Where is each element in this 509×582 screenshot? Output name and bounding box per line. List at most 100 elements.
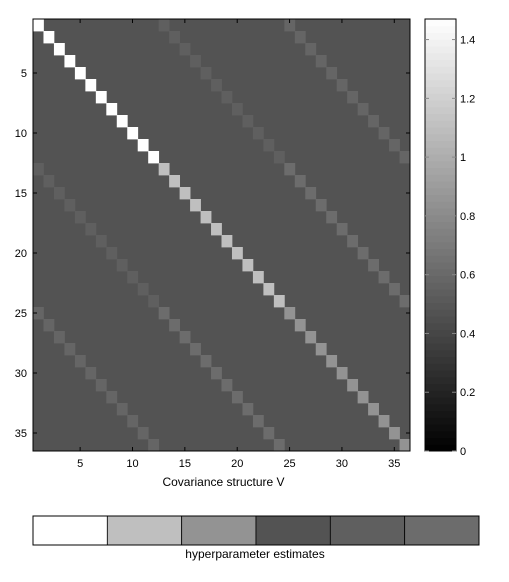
- diagonal-cell: [315, 343, 327, 356]
- band-cell: [357, 247, 369, 260]
- hyperparameter-cell: [106, 515, 183, 546]
- colorbar-step: [425, 289, 456, 297]
- diagonal-cell: [85, 79, 97, 92]
- colorbar-step: [425, 160, 456, 168]
- colorbar-step: [425, 93, 456, 101]
- colorbar-step: [425, 430, 456, 438]
- colorbar-step: [425, 376, 456, 384]
- band-cell: [64, 199, 76, 212]
- diagonal-cell: [169, 175, 181, 188]
- diagonal-cell: [263, 283, 275, 296]
- band-cell: [106, 391, 118, 404]
- band-cell: [221, 379, 233, 392]
- colorbar-step: [425, 275, 456, 283]
- x-tick-label: 30: [336, 458, 348, 470]
- colorbar-tick-label: 0.6: [460, 270, 475, 282]
- colorbar: [425, 19, 456, 452]
- diagonal-cell: [294, 319, 306, 332]
- diagonal-cell: [221, 235, 233, 248]
- colorbar-tick-label: 0.8: [460, 211, 475, 223]
- colorbar-step: [425, 221, 456, 229]
- colorbar-step: [425, 140, 456, 148]
- band-cell: [53, 187, 65, 200]
- band-cell: [116, 403, 128, 416]
- band-cell: [64, 343, 76, 356]
- x-tick-label: 20: [231, 458, 243, 470]
- colorbar-tick-label: 0.4: [460, 328, 475, 340]
- band-cell: [315, 55, 327, 68]
- diagonal-cell: [368, 403, 379, 416]
- diagonal-cell: [179, 187, 191, 200]
- diagonal-cell: [74, 67, 86, 80]
- band-cell: [211, 367, 222, 380]
- colorbar-step: [425, 255, 456, 263]
- band-cell: [242, 115, 254, 128]
- colorbar-step: [425, 336, 456, 344]
- colorbar-step: [425, 106, 456, 114]
- diagonal-cell: [252, 271, 264, 284]
- band-cell: [74, 211, 86, 224]
- hyperparameter-cell: [32, 515, 108, 546]
- colorbar-step: [425, 370, 456, 378]
- diagonal-cell: [357, 391, 369, 404]
- band-cell: [95, 379, 107, 392]
- band-cell: [315, 199, 327, 212]
- colorbar-step: [425, 167, 456, 175]
- matrix-axis-ticks: 5 10 15 20 25 30 35 5 10 15 20 25 30 35: [15, 19, 410, 470]
- band-cell: [294, 175, 306, 188]
- band-cell: [95, 235, 107, 248]
- hyperparameter-cell: [255, 515, 331, 546]
- colorbar-step: [425, 39, 456, 47]
- diagonal-cell: [200, 211, 212, 224]
- colorbar-step: [425, 187, 456, 195]
- x-tick-label: 15: [179, 458, 191, 470]
- y-tick-label: 35: [15, 428, 27, 440]
- y-tick-label: 15: [15, 188, 27, 200]
- band-cell: [85, 367, 97, 380]
- colorbar-step: [425, 79, 456, 87]
- colorbar-step: [425, 120, 456, 128]
- colorbar-step: [425, 235, 456, 243]
- colorbar-step: [425, 174, 456, 182]
- band-cell: [169, 319, 181, 332]
- diagonal-cell: [158, 163, 170, 176]
- band-cell: [263, 139, 275, 152]
- diagonal-cell: [336, 367, 348, 380]
- band-cell: [200, 355, 212, 368]
- hyperparameter-bar-frame: [32, 515, 480, 546]
- diagonal-cell: [190, 199, 201, 212]
- band-cell: [336, 79, 348, 92]
- band-cell: [53, 331, 65, 344]
- diagonal-cell: [399, 439, 411, 452]
- hyperparameter-cell: [181, 515, 257, 546]
- colorbar-step: [425, 410, 456, 418]
- colorbar-step: [425, 19, 456, 27]
- colorbar-frame: [424, 18, 457, 452]
- diagonal-cell: [53, 43, 65, 56]
- colorbar-step: [425, 86, 456, 94]
- colorbar-step: [425, 390, 456, 398]
- band-cell: [43, 319, 55, 332]
- diagonal-cell: [347, 379, 359, 392]
- colorbar-step: [425, 302, 456, 310]
- colorbar-step: [425, 363, 456, 371]
- diagonal-cell: [389, 427, 400, 440]
- band-cell: [368, 259, 379, 272]
- band-cell: [242, 403, 254, 416]
- diagonal-cell: [95, 91, 107, 104]
- diagonal-cell: [231, 247, 243, 260]
- band-cell: [389, 139, 400, 152]
- band-cell: [389, 283, 400, 296]
- band-cell: [263, 427, 275, 440]
- diagonal-cell: [148, 151, 160, 164]
- colorbar-step: [425, 437, 456, 445]
- x-tick-label: 35: [388, 458, 400, 470]
- y-tick-label: 10: [15, 128, 27, 140]
- band-cell: [179, 331, 191, 344]
- matrix-axes-frame: [32, 18, 411, 452]
- colorbar-step: [425, 295, 456, 303]
- diagonal-cell: [305, 331, 317, 344]
- colorbar-step: [425, 316, 456, 324]
- band-cell: [231, 391, 243, 404]
- band-cell: [294, 31, 306, 44]
